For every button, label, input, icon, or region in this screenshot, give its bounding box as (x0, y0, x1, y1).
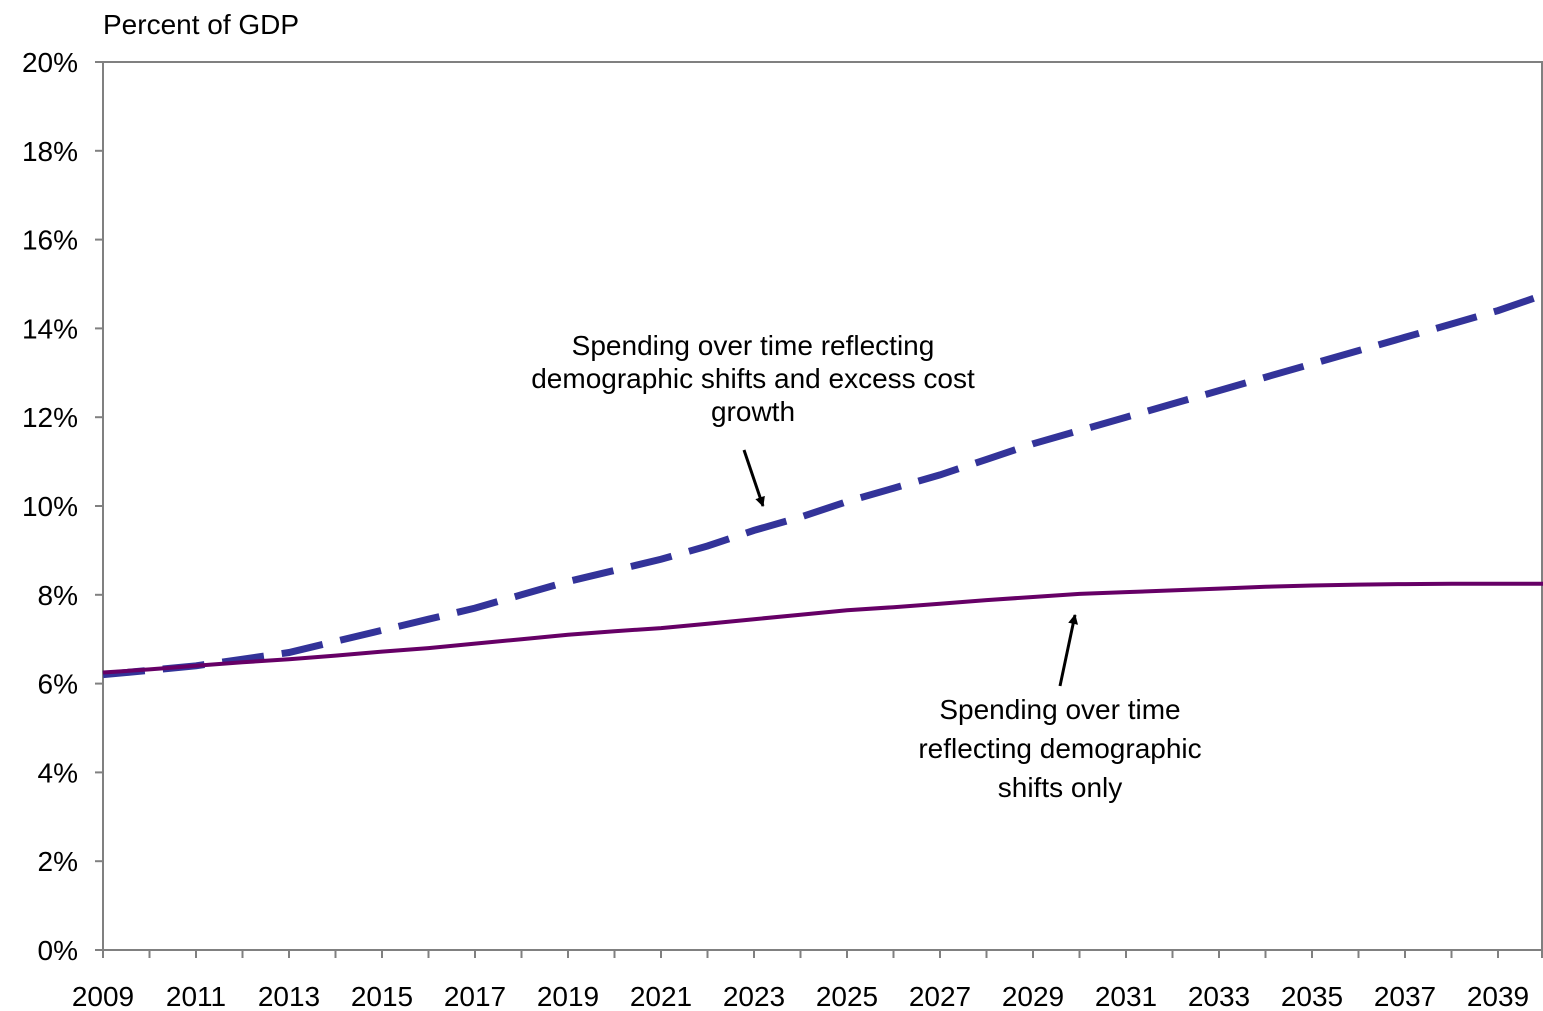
annotation-demographic: Spending over time reflecting demographic… (918, 614, 1202, 803)
x-tick-label: 2033 (1188, 981, 1250, 1011)
y-tick-label: 20% (22, 47, 78, 78)
x-tick-label: 2027 (909, 981, 971, 1011)
y-tick-label: 6% (38, 669, 78, 700)
y-axis-title: Percent of GDP (103, 9, 299, 40)
x-tick-label: 2035 (1281, 981, 1343, 1011)
y-tick-label: 16% (22, 225, 78, 256)
series-line-demographic-shifts (102, 581, 1543, 675)
annotation-excess-line-1: Spending over time reflecting (572, 330, 935, 361)
y-tick-label: 10% (22, 491, 78, 522)
x-tick-label: 2017 (444, 981, 506, 1011)
y-tick-label: 8% (38, 580, 78, 611)
x-tick-label: 2009 (72, 981, 134, 1011)
series-line-excess-cost-growth (102, 291, 1543, 679)
x-tick-label: 2011 (166, 981, 226, 1011)
annotation-excess-line-3: growth (711, 396, 795, 427)
x-tick-label: 2029 (1002, 981, 1064, 1011)
y-tick-label: 14% (22, 313, 78, 344)
x-tick-label: 2019 (537, 981, 599, 1011)
x-tick-label: 2037 (1374, 981, 1436, 1011)
annotation-demographic-arrow (1058, 614, 1079, 687)
x-tick-label: 2021 (630, 981, 692, 1011)
annotation-excess-line-2: demographic shifts and excess cost (531, 363, 975, 394)
annotation-demographic-line-1: Spending over time (939, 694, 1180, 725)
y-tick-label: 2% (38, 846, 78, 877)
y-tick-label: 4% (38, 757, 78, 788)
x-tick-label: 2013 (258, 981, 320, 1011)
x-axis: 2009 2011 2013 2015 2017 2019 2021 2023 2025 2027… (72, 950, 1543, 1011)
annotation-excess-arrow (742, 449, 765, 507)
x-tick-label: 2025 (816, 981, 878, 1011)
annotation-demographic-line-2: reflecting demographic (918, 733, 1201, 764)
x-tick-label: 2023 (723, 981, 785, 1011)
annotation-demographic-line-3: shifts only (998, 772, 1123, 803)
y-tick-label: 0% (38, 935, 78, 966)
x-tick-label: 2039 (1467, 981, 1529, 1011)
y-tick-label: 12% (22, 402, 78, 433)
annotation-excess-cost: Spending over time reflecting demographic… (531, 330, 975, 507)
x-tick-label: 2031 (1095, 981, 1157, 1011)
x-tick-label: 2015 (351, 981, 413, 1011)
y-tick-label: 18% (22, 136, 78, 167)
y-axis: 0% 2% 4% 6% 8% 10% 12% 14% 16% 18% 20% (22, 47, 103, 966)
